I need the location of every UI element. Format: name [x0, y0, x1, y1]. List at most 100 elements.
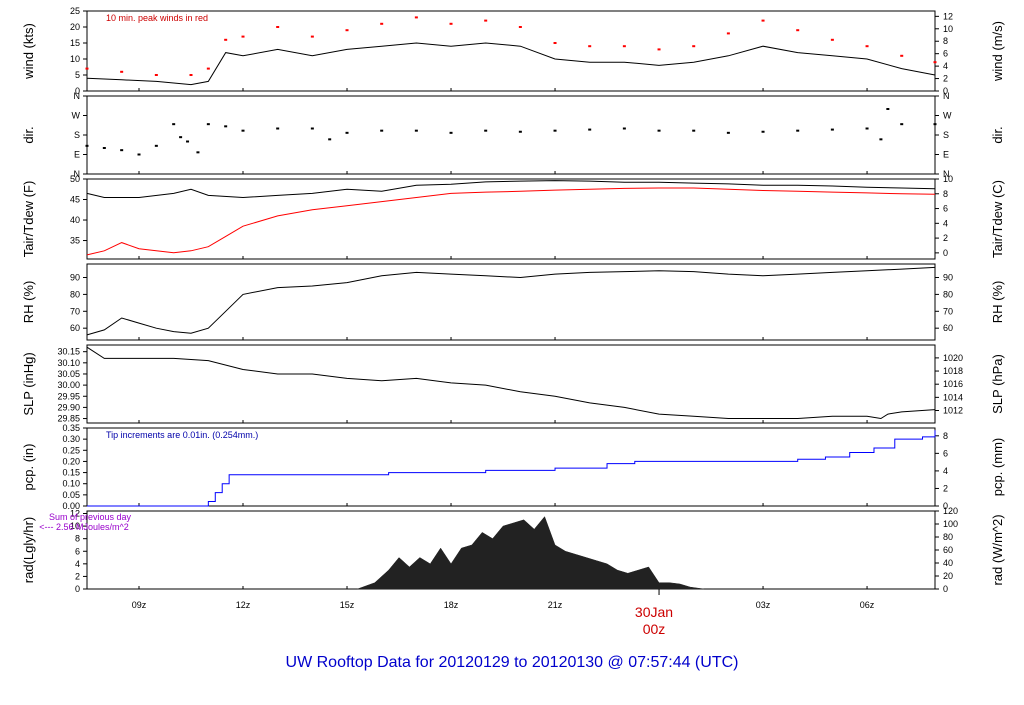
- left-tick-label: 0: [75, 86, 80, 96]
- data-point: [241, 129, 245, 132]
- right-tick-label: 70: [943, 306, 953, 316]
- data-point: [449, 22, 453, 25]
- series-line: [86, 346, 936, 420]
- right-tick-label: E: [943, 150, 949, 160]
- right-tick-label: 12: [943, 11, 953, 21]
- right-axis-label: pcp. (mm): [990, 438, 1005, 497]
- x-tick-label: 18z: [444, 600, 459, 610]
- right-tick-label: N: [943, 169, 950, 179]
- left-axis-label: wind (kts): [21, 23, 36, 80]
- left-tick-label: 35: [70, 236, 80, 246]
- right-tick-label: 2: [943, 233, 948, 243]
- data-point: [726, 32, 730, 35]
- panel-frame: [86, 10, 936, 92]
- right-tick-label: 0: [943, 86, 948, 96]
- left-tick-label: 29.95: [57, 391, 80, 401]
- x-tick-label: 21z: [548, 600, 563, 610]
- left-tick-label: 90: [70, 273, 80, 283]
- data-point: [137, 153, 141, 156]
- right-axis-label: wind (m/s): [990, 21, 1005, 82]
- data-point: [761, 130, 765, 133]
- right-tick-label: 1020: [943, 353, 963, 363]
- left-tick-label: 0.15: [62, 468, 80, 478]
- left-tick-label: N: [74, 169, 81, 179]
- left-tick-label: 6: [75, 546, 80, 556]
- left-tick-label: 30.05: [57, 369, 80, 379]
- left-tick-label: 12: [70, 509, 80, 519]
- left-tick-label: 29.85: [57, 414, 80, 424]
- data-point: [380, 129, 384, 132]
- left-tick-label: 20: [70, 22, 80, 32]
- series-area: [357, 516, 705, 590]
- series-peak-winds: [85, 16, 937, 76]
- left-axis-label: pcp. (in): [21, 444, 36, 491]
- date-marker: 30Jan: [635, 604, 673, 620]
- left-axis-label: RH (%): [21, 281, 36, 324]
- data-point: [484, 19, 488, 22]
- left-tick-label: 5: [75, 70, 80, 80]
- left-tick-label: 40: [70, 215, 80, 225]
- left-tick-label: 0.20: [62, 456, 80, 466]
- left-tick-label: 70: [70, 306, 80, 316]
- x-tick-label: 12z: [236, 600, 251, 610]
- left-tick-label: 45: [70, 195, 80, 205]
- right-tick-label: 40: [943, 558, 953, 568]
- data-point: [380, 22, 384, 25]
- left-tick-label: 30.15: [57, 347, 80, 357]
- right-tick-label: 20: [943, 571, 953, 581]
- data-point: [484, 129, 488, 132]
- panel-temp: 35 40 45 50 0 2 4 6 8 10 Tair/Tdew (F) Tair/Tdew (C…: [21, 174, 1005, 260]
- left-tick-label: 80: [70, 289, 80, 299]
- left-tick-label: 30.00: [57, 380, 80, 390]
- data-point: [120, 70, 124, 73]
- left-tick-label: 0.35: [62, 423, 80, 433]
- data-point: [553, 42, 557, 44]
- panel-frame: [86, 178, 936, 260]
- right-tick-label: 2: [943, 483, 948, 493]
- data-point: [120, 149, 124, 152]
- left-tick-label: 10: [70, 54, 80, 64]
- data-point: [622, 127, 626, 130]
- right-tick-label: 0: [943, 248, 948, 258]
- series-line: [86, 266, 936, 336]
- left-tick-label: 25: [70, 6, 80, 16]
- data-point: [189, 74, 193, 76]
- data-point: [865, 45, 869, 48]
- data-point: [224, 38, 228, 41]
- data-point: [179, 136, 183, 139]
- left-tick-label: 0.05: [62, 490, 80, 500]
- right-tick-label: 4: [943, 218, 948, 228]
- panel-annotation: Tip increments are 0.01in. (0.254mm.): [106, 430, 258, 440]
- left-tick-label: S: [74, 130, 80, 140]
- series-line: [87, 430, 936, 507]
- left-tick-label: N: [74, 91, 81, 101]
- right-axis-label: dir.: [990, 126, 1005, 143]
- data-point: [796, 29, 800, 32]
- left-tick-label: 10: [70, 521, 80, 531]
- left-tick-label: E: [74, 150, 80, 160]
- panel-annotation: 10 min. peak winds in red: [106, 13, 208, 23]
- right-tick-label: 60: [943, 323, 953, 333]
- panel-pcp: 0.000.050.100.15 0.200.250.300.35 0 2 4 6 8 pcp…: [21, 423, 1005, 511]
- left-tick-label: 0.30: [62, 434, 80, 444]
- right-tick-label: 8: [943, 189, 948, 199]
- data-point: [553, 129, 557, 132]
- left-tick-label: 60: [70, 323, 80, 333]
- rad-annotation-line2: <--- 2.56 MJoules/m^2: [39, 522, 129, 532]
- data-point: [310, 35, 314, 38]
- panel-frame: [86, 263, 936, 341]
- right-tick-label: 80: [943, 289, 953, 299]
- series-line: [86, 187, 936, 256]
- right-tick-label: 1012: [943, 406, 963, 416]
- data-point: [206, 123, 210, 126]
- right-tick-label: 120: [943, 506, 958, 516]
- data-point: [933, 123, 937, 126]
- right-tick-label: W: [943, 111, 952, 121]
- data-point: [518, 130, 522, 133]
- date-marker-hour: 00z: [643, 621, 666, 637]
- right-tick-label: 6: [943, 204, 948, 214]
- series-line: [86, 180, 936, 199]
- left-tick-label: 0.10: [62, 479, 80, 489]
